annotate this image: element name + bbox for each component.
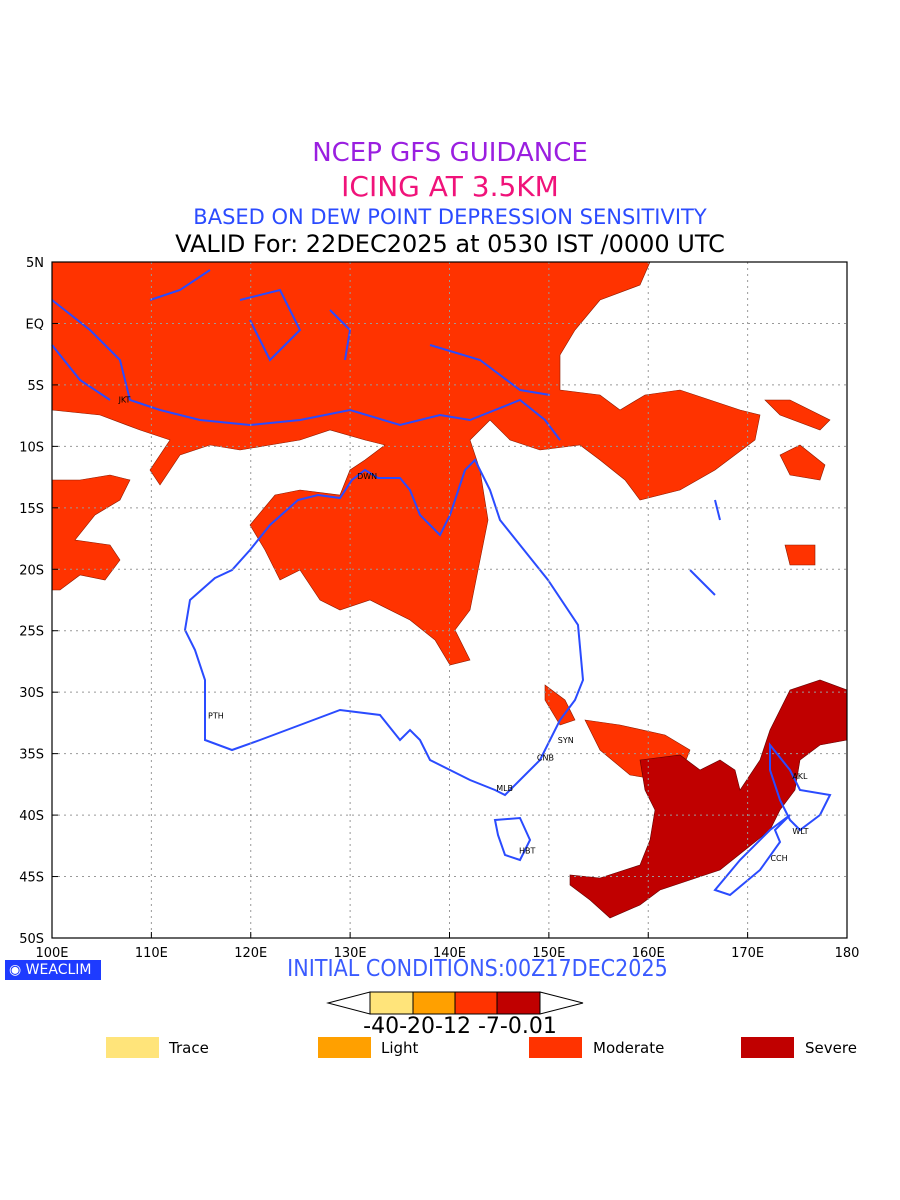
coast-nz-north: [769, 742, 832, 832]
coast-tasmania: [493, 816, 532, 862]
weaclim-logo: ◉ WEACLIM: [5, 960, 101, 980]
lat-label: 35S: [19, 748, 44, 763]
lon-label: 140E: [433, 946, 466, 960]
lat-label: EQ: [26, 317, 44, 332]
coast-australia: [183, 458, 585, 797]
lon-label: 180: [835, 946, 860, 960]
lat-label: 30S: [19, 686, 44, 701]
legend-swatch-light: [318, 1037, 371, 1058]
lon-label: 130E: [334, 946, 367, 960]
lat-label: 40S: [19, 809, 44, 824]
lat-label: 20S: [19, 563, 44, 578]
lat-label: 5S: [27, 379, 44, 394]
title-valid-time: VALID For: 22DEC2025 at 0530 IST /0000 U…: [175, 230, 725, 258]
city-label-cnb: CNB: [537, 753, 554, 762]
moderate-icing-north: [51, 261, 761, 666]
lon-label: 100E: [35, 946, 68, 960]
colorbar-overlay: [326, 991, 584, 1015]
legend-swatch-moderate: [529, 1037, 582, 1058]
legend-label-severe: Severe: [805, 1039, 857, 1057]
legend-swatch-trace: [106, 1037, 159, 1058]
city-label-akl: AKL: [792, 772, 808, 781]
city-label-mlb: MLB: [496, 784, 513, 793]
title-product: ICING AT 3.5KM: [341, 170, 559, 203]
title-method: BASED ON DEW POINT DEPRESSION SENSITIVIT…: [193, 205, 707, 229]
city-label-syn: SYN: [558, 736, 574, 745]
lat-label: 5N: [26, 256, 44, 271]
lon-label: 160E: [632, 946, 665, 960]
lat-label: 25S: [19, 625, 44, 640]
graticule: [52, 262, 847, 938]
moderate-icing-west: [51, 474, 131, 591]
coast-nz-south: [713, 814, 791, 897]
city-label-wlt: WLT: [792, 827, 808, 836]
legend-swatch-severe: [741, 1037, 794, 1058]
legend-label-trace: Trace: [169, 1039, 209, 1057]
lon-label: 150E: [532, 946, 565, 960]
lat-label: 50S: [19, 932, 44, 947]
lat-label: 15S: [19, 502, 44, 517]
lon-label: 120E: [234, 946, 267, 960]
lon-label: 170E: [731, 946, 764, 960]
legend-label-light: Light: [381, 1039, 419, 1057]
city-label-pth: PTH: [208, 712, 224, 721]
severe-icing-southeast: [569, 679, 848, 919]
title-model: NCEP GFS GUIDANCE: [312, 138, 588, 168]
icing-layer: [51, 261, 848, 919]
city-label-jkt: JKT: [118, 396, 131, 405]
logo-text: WEACLIM: [25, 962, 92, 978]
lat-label: 45S: [19, 871, 44, 886]
colorbar-labels: -40-20-12 -7-0.01: [363, 1014, 557, 1039]
lon-label: 110E: [135, 946, 168, 960]
city-label-hbt: HBT: [519, 847, 536, 856]
moderate-icing-pacific: [764, 399, 831, 566]
city-label-cch: CCH: [770, 854, 787, 863]
initial-conditions: INITIAL CONDITIONS:00Z17DEC2025: [287, 956, 668, 982]
legend-label-moderate: Moderate: [593, 1039, 665, 1057]
city-label-dwn: DWN: [357, 472, 377, 481]
lat-label: 10S: [19, 440, 44, 455]
